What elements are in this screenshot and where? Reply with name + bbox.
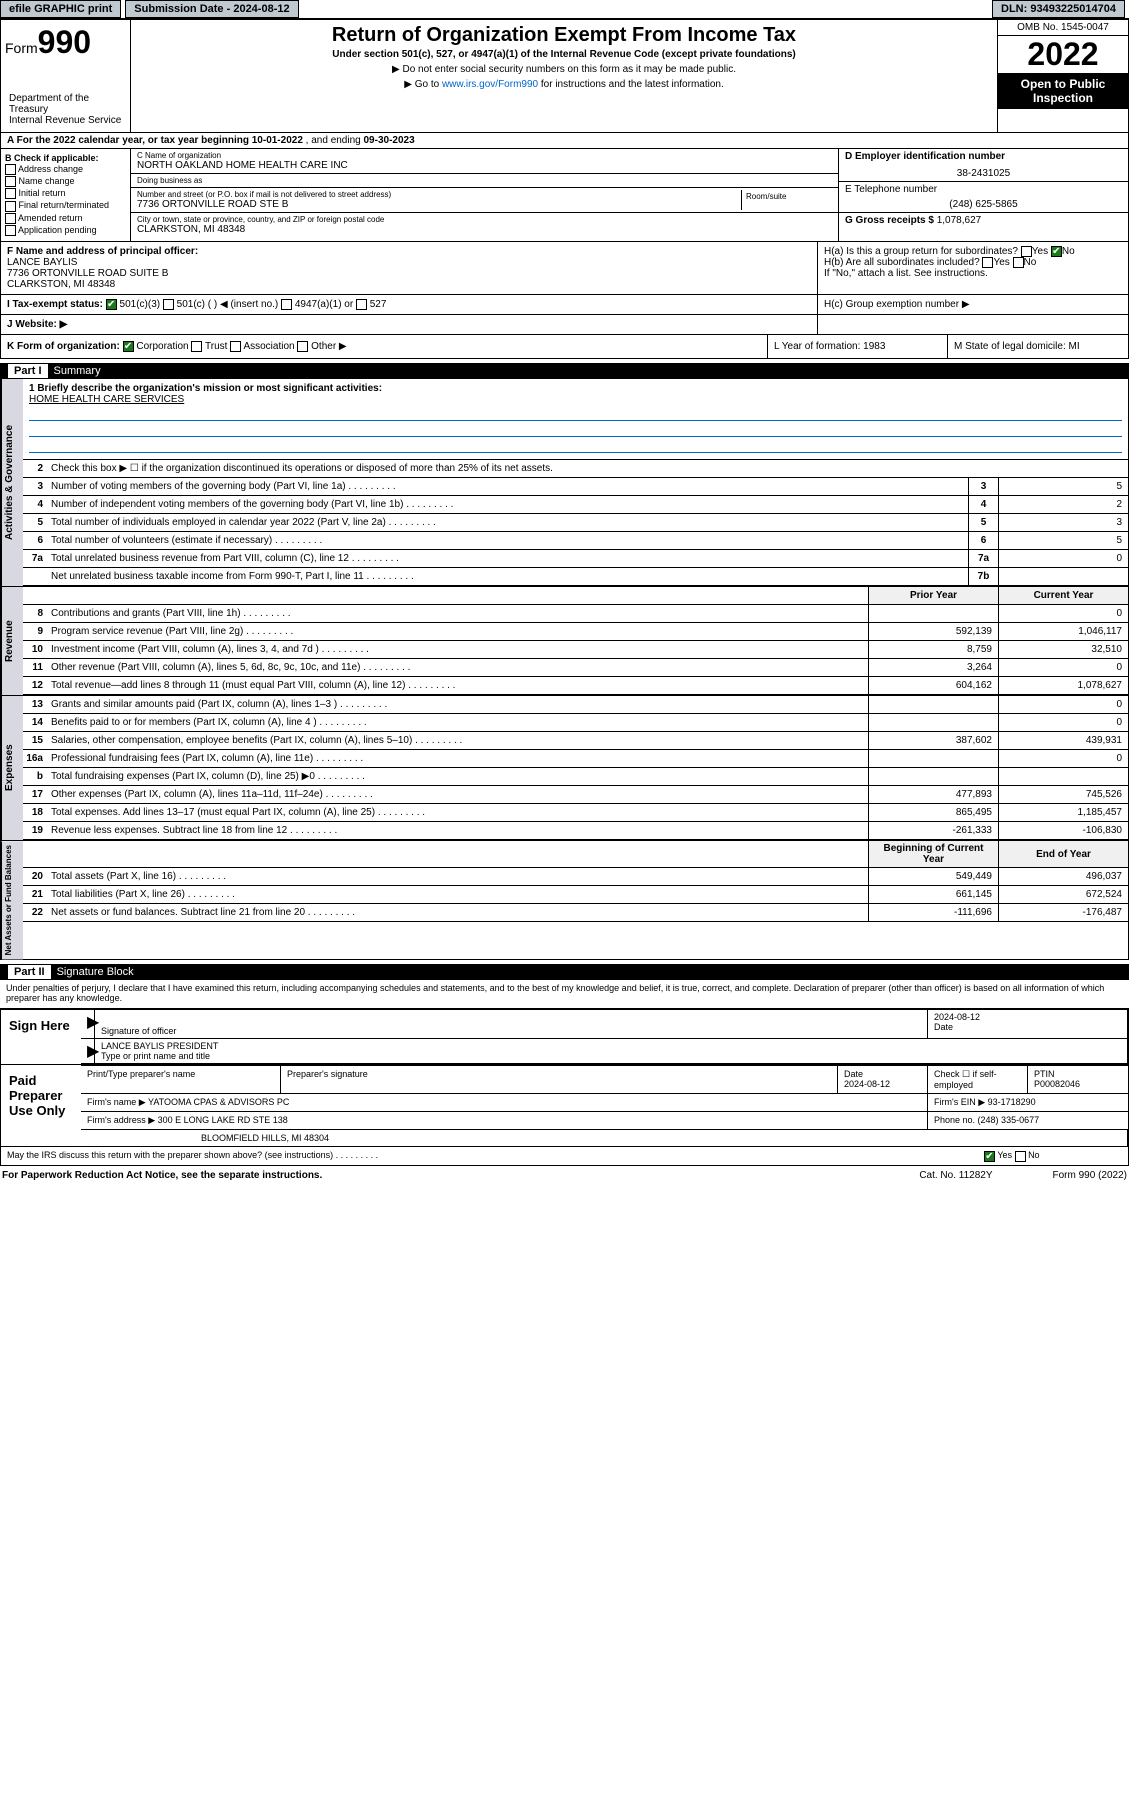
ein: 38-2431025	[845, 168, 1122, 179]
open-public: Open to Public Inspection	[998, 73, 1128, 109]
form-header: Form990 Department of the Treasury Inter…	[0, 19, 1129, 133]
irs-link[interactable]: www.irs.gov/Form990	[442, 79, 538, 90]
part2-hdr: Part IISignature Block	[0, 964, 1129, 980]
tab-net: Net Assets or Fund Balances	[1, 841, 23, 959]
tri1: ▶ Do not enter social security numbers o…	[139, 64, 989, 75]
efile-btn[interactable]: efile GRAPHIC print	[0, 0, 121, 18]
dept: Department of the Treasury Internal Reve…	[5, 91, 126, 128]
form-ref: Form 990 (2022)	[1053, 1170, 1127, 1181]
col-b: B Check if applicable: Address change Na…	[1, 149, 131, 241]
row-a: A For the 2022 calendar year, or tax yea…	[0, 133, 1129, 149]
form-subtitle: Under section 501(c), 527, or 4947(a)(1)…	[139, 49, 989, 60]
cat-no: Cat. No. 11282Y	[919, 1170, 992, 1181]
mission-text: HOME HEALTH CARE SERVICES	[29, 394, 184, 405]
section-bcd: B Check if applicable: Address change Na…	[0, 149, 1129, 242]
tab-gov: Activities & Governance	[1, 379, 23, 586]
form-number: Form990	[5, 24, 126, 61]
tab-exp: Expenses	[1, 696, 23, 840]
pra-notice: For Paperwork Reduction Act Notice, see …	[2, 1170, 919, 1181]
tri2: ▶ Go to www.irs.gov/Form990 for instruct…	[139, 79, 989, 90]
topbar: efile GRAPHIC print Submission Date - 20…	[0, 0, 1129, 19]
city: CLARKSTON, MI 48348	[137, 224, 832, 235]
tab-rev: Revenue	[1, 587, 23, 695]
dln-box: DLN: 93493225014704	[992, 0, 1125, 18]
street: 7736 ORTONVILLE ROAD STE B	[137, 199, 741, 210]
org-name: NORTH OAKLAND HOME HEALTH CARE INC	[137, 160, 832, 171]
subdate-btn: Submission Date - 2024-08-12	[125, 0, 298, 18]
part1-hdr: Part ISummary	[0, 363, 1129, 379]
sign-here: Sign Here	[1, 1010, 81, 1064]
omb: OMB No. 1545-0047	[998, 20, 1128, 36]
sig-decl: Under penalties of perjury, I declare th…	[0, 980, 1129, 1006]
form-title: Return of Organization Exempt From Incom…	[139, 24, 989, 47]
tax-year: 2022	[998, 36, 1128, 73]
phone: (248) 625-5865	[845, 199, 1122, 210]
paid-prep: Paid Preparer Use Only	[1, 1065, 81, 1146]
gross-receipts: 1,078,627	[937, 215, 982, 226]
